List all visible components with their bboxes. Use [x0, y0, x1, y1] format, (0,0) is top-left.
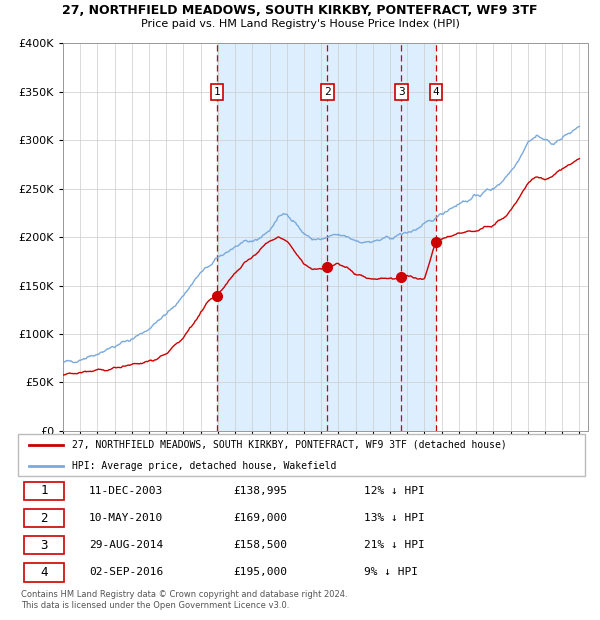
Text: 1: 1 [40, 484, 48, 497]
FancyBboxPatch shape [23, 482, 64, 500]
Text: 02-SEP-2016: 02-SEP-2016 [89, 567, 163, 577]
Text: 2: 2 [324, 87, 331, 97]
Text: 3: 3 [398, 87, 405, 97]
Text: £158,500: £158,500 [233, 540, 287, 550]
Text: 13% ↓ HPI: 13% ↓ HPI [364, 513, 425, 523]
Text: £169,000: £169,000 [233, 513, 287, 523]
Text: 2: 2 [40, 512, 48, 525]
Text: 27, NORTHFIELD MEADOWS, SOUTH KIRKBY, PONTEFRACT, WF9 3TF (detached house): 27, NORTHFIELD MEADOWS, SOUTH KIRKBY, PO… [72, 440, 506, 450]
Text: Price paid vs. HM Land Registry's House Price Index (HPI): Price paid vs. HM Land Registry's House … [140, 19, 460, 29]
FancyBboxPatch shape [18, 434, 585, 476]
FancyBboxPatch shape [23, 563, 64, 582]
Text: 4: 4 [40, 566, 48, 579]
Text: 12% ↓ HPI: 12% ↓ HPI [364, 486, 425, 496]
Text: 27, NORTHFIELD MEADOWS, SOUTH KIRKBY, PONTEFRACT, WF9 3TF: 27, NORTHFIELD MEADOWS, SOUTH KIRKBY, PO… [62, 4, 538, 17]
FancyBboxPatch shape [23, 509, 64, 527]
Text: Contains HM Land Registry data © Crown copyright and database right 2024.
This d: Contains HM Land Registry data © Crown c… [21, 590, 347, 609]
Text: HPI: Average price, detached house, Wakefield: HPI: Average price, detached house, Wake… [72, 461, 336, 471]
Text: £195,000: £195,000 [233, 567, 287, 577]
Text: £138,995: £138,995 [233, 486, 287, 496]
Text: 9% ↓ HPI: 9% ↓ HPI [364, 567, 418, 577]
Text: 3: 3 [40, 539, 48, 552]
FancyBboxPatch shape [23, 536, 64, 554]
Text: 1: 1 [214, 87, 220, 97]
Text: 10-MAY-2010: 10-MAY-2010 [89, 513, 163, 523]
Text: 21% ↓ HPI: 21% ↓ HPI [364, 540, 425, 550]
Text: 29-AUG-2014: 29-AUG-2014 [89, 540, 163, 550]
Text: 11-DEC-2003: 11-DEC-2003 [89, 486, 163, 496]
Text: 4: 4 [433, 87, 439, 97]
